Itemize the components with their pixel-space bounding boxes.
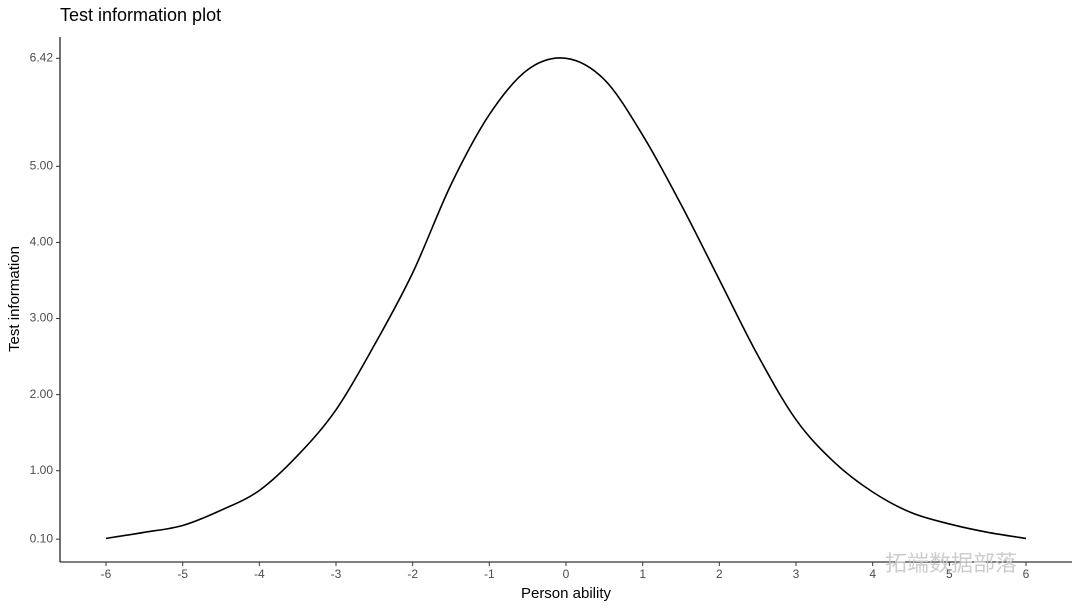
y-tick-label: 2.00 xyxy=(30,387,54,401)
x-tick-label: 2 xyxy=(716,567,723,581)
x-tick-label: -5 xyxy=(177,567,188,581)
y-tick-label: 3.00 xyxy=(30,311,54,325)
x-tick-label: 5 xyxy=(946,567,953,581)
y-tick-label: 1.00 xyxy=(30,463,54,477)
chart-title: Test information plot xyxy=(60,5,221,25)
y-axis-label: Test information xyxy=(6,246,23,352)
x-tick-label: -1 xyxy=(484,567,495,581)
x-tick-label: 3 xyxy=(793,567,800,581)
x-axis-label: Person ability xyxy=(521,585,612,602)
y-tick-label: 0.10 xyxy=(30,531,54,545)
x-tick-label: 6 xyxy=(1023,567,1030,581)
y-tick-label: 6.42 xyxy=(30,50,54,64)
x-tick-label: 0 xyxy=(563,567,570,581)
x-tick-label: -3 xyxy=(331,567,342,581)
x-tick-label: -4 xyxy=(254,567,265,581)
x-tick-label: -2 xyxy=(407,567,418,581)
line xyxy=(105,57,1027,540)
y-tick-label: 4.00 xyxy=(30,235,54,249)
x-tick-label: -6 xyxy=(101,567,112,581)
x-tick-label: 1 xyxy=(639,567,646,581)
y-tick-label: 5.00 xyxy=(30,159,54,173)
watermark: 拓端数据部落 xyxy=(885,551,1017,576)
x-tick-label: 4 xyxy=(869,567,876,581)
